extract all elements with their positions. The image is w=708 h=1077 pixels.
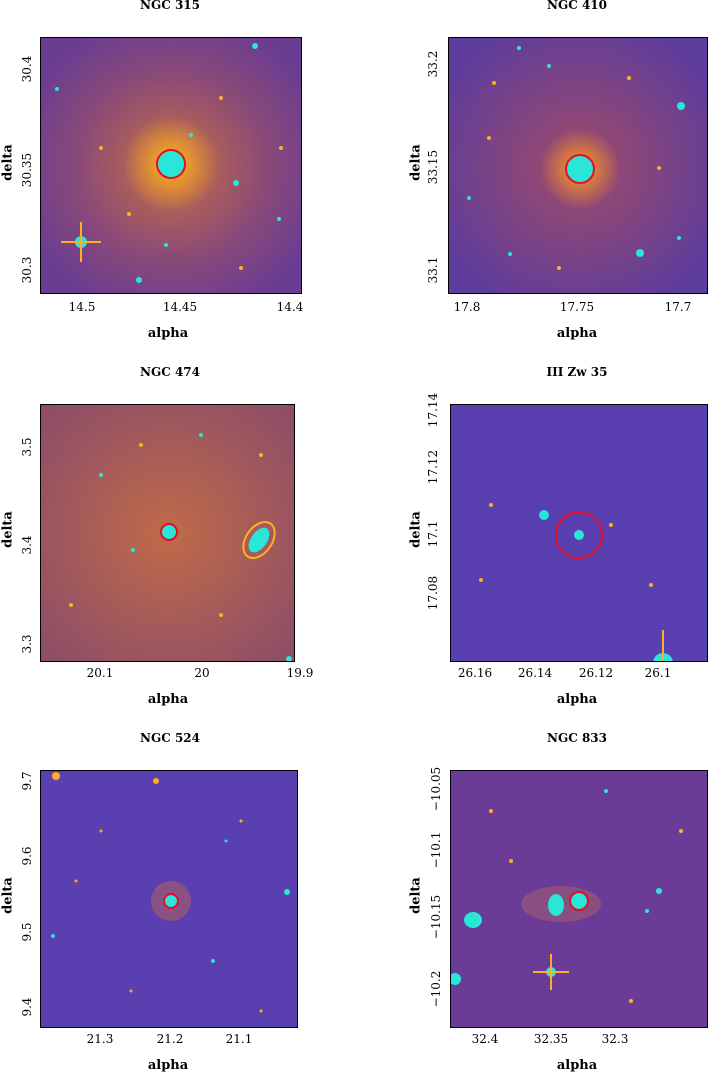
x-tick: 26.16 xyxy=(457,666,493,680)
y-tick: −10.1 xyxy=(429,831,443,869)
sky-image xyxy=(449,38,707,293)
x-tick: 14.4 xyxy=(276,300,304,314)
x-tick: 32.3 xyxy=(601,1032,629,1046)
x-axis-label: alpha xyxy=(556,1058,598,1073)
sky-image-ngc833 xyxy=(450,770,708,1028)
y-tick: −10.05 xyxy=(429,766,443,812)
panel-title: NGC 410 xyxy=(547,0,607,12)
target-galaxy xyxy=(574,530,584,540)
x-axis-label: alpha xyxy=(556,326,598,341)
y-tick: 3.4 xyxy=(20,535,34,555)
x-tick: 14.5 xyxy=(68,300,96,314)
marker-circle xyxy=(160,523,178,541)
sky-image xyxy=(41,405,294,661)
x-tick: 21.2 xyxy=(156,1032,184,1046)
x-tick: 26.1 xyxy=(644,666,672,680)
y-axis-label: delta xyxy=(408,877,424,914)
x-axis-label: alpha xyxy=(147,1058,189,1073)
target-galaxy xyxy=(567,156,593,182)
target-galaxy xyxy=(158,151,184,177)
x-tick: 32.4 xyxy=(471,1032,499,1046)
panel-title: NGC 524 xyxy=(140,731,200,745)
y-tick: 3.3 xyxy=(20,634,34,654)
y-tick: 3.5 xyxy=(20,437,34,457)
y-axis-label: delta xyxy=(0,144,16,181)
y-tick: 17.08 xyxy=(426,575,440,611)
marker-circle xyxy=(569,891,589,911)
y-tick: 30.4 xyxy=(20,55,34,83)
sky-image-ngc315 xyxy=(40,37,302,294)
panel-title: III Zw 35 xyxy=(546,365,608,379)
y-tick: 9.6 xyxy=(20,846,34,866)
x-tick: 19.9 xyxy=(286,666,314,680)
x-tick: 26.12 xyxy=(578,666,614,680)
sky-image-ngc410 xyxy=(448,37,708,294)
x-axis-label: alpha xyxy=(556,692,598,707)
y-axis-label: delta xyxy=(0,877,16,914)
x-tick: 32.35 xyxy=(533,1032,569,1046)
sky-image xyxy=(41,38,301,293)
x-tick: 21.1 xyxy=(225,1032,253,1046)
y-tick: 9.7 xyxy=(20,771,34,791)
y-tick: 33.15 xyxy=(426,149,440,185)
sky-image-ngc474 xyxy=(40,404,295,662)
marker-circle xyxy=(163,893,179,909)
target-galaxy xyxy=(162,525,176,539)
y-axis-label: delta xyxy=(408,144,424,181)
target-galaxy xyxy=(165,895,177,907)
sky-image-iiizw35 xyxy=(450,404,708,662)
y-tick: 33.1 xyxy=(426,256,440,284)
target-galaxy xyxy=(571,893,587,909)
sky-image xyxy=(451,771,707,1027)
x-tick: 17.7 xyxy=(664,300,692,314)
sky-image xyxy=(451,405,707,661)
x-tick: 21.3 xyxy=(86,1032,114,1046)
panel-title: NGC 315 xyxy=(140,0,200,12)
y-axis-label: delta xyxy=(0,511,16,548)
panel-title: NGC 833 xyxy=(547,731,607,745)
panel-title: NGC 474 xyxy=(140,365,200,379)
x-tick: 20 xyxy=(194,666,210,680)
x-axis-label: alpha xyxy=(147,326,189,341)
x-tick: 14.45 xyxy=(162,300,198,314)
x-axis-label: alpha xyxy=(147,692,189,707)
y-tick: 17.12 xyxy=(426,449,440,485)
sky-image-ngc524 xyxy=(40,770,298,1028)
y-tick: −10.15 xyxy=(429,894,443,940)
x-tick: 26.14 xyxy=(517,666,553,680)
x-tick: 17.8 xyxy=(453,300,481,314)
y-tick: 17.14 xyxy=(426,392,440,428)
y-tick: 9.4 xyxy=(20,997,34,1017)
y-tick: 17.1 xyxy=(426,520,440,548)
y-tick: 33.2 xyxy=(426,50,440,78)
y-tick: 30.3 xyxy=(20,256,34,284)
marker-circle xyxy=(555,511,603,559)
y-tick: −10.2 xyxy=(429,970,443,1008)
y-axis-label: delta xyxy=(408,511,424,548)
y-tick: 9.5 xyxy=(20,922,34,942)
x-tick: 20.1 xyxy=(86,666,114,680)
marker-circle xyxy=(565,154,595,184)
y-tick: 30.35 xyxy=(20,152,34,188)
sky-image xyxy=(41,771,297,1027)
marker-circle xyxy=(156,149,186,179)
x-tick: 17.75 xyxy=(559,300,595,314)
